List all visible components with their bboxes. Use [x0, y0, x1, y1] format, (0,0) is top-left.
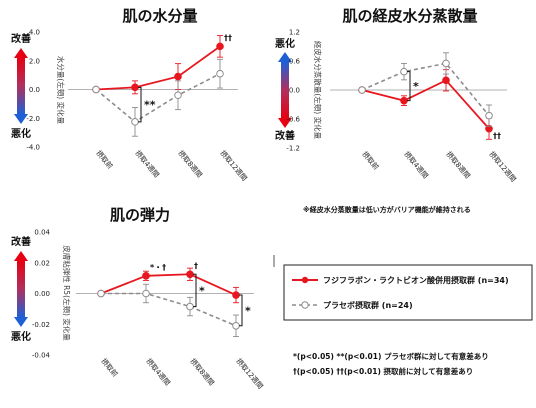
- y-tick-label: 0.02: [34, 259, 50, 267]
- y-tick-label: -1.2: [286, 145, 300, 153]
- y-tick-label: 0.00: [34, 290, 50, 298]
- improve-label: 改善: [275, 129, 295, 142]
- y-tick-label: -0.6: [286, 116, 300, 124]
- legend-marker-open: [301, 301, 309, 309]
- x-tick-label: 摂取4週間: [144, 357, 172, 388]
- data-point-placebo: [485, 111, 493, 120]
- x-tick-label: 摂取8週間: [188, 357, 216, 388]
- chart-title: 肌の弾力: [110, 206, 170, 224]
- improve-arrow: [14, 48, 28, 124]
- x-tick-label: 摂取前: [99, 357, 119, 379]
- x-tick-label: 摂取12週間: [218, 149, 249, 183]
- data-point-treatment: [131, 83, 139, 92]
- legend-box: [283, 264, 533, 321]
- chart-elasticity: 肌の弾力 改善 悪化 皮膚粘弾性 R5(左頬) 変化量 0.04 0.02 0.00…: [11, 206, 265, 391]
- y-tick-label: 0.6: [289, 58, 301, 66]
- x-tick-label: 摂取12週間: [487, 150, 518, 184]
- legend: フジフラボン・ラクトビオン酸併用摂取群 (n=34) プラセボ摂取群 (n=24…: [283, 264, 533, 321]
- y-tick-label: 1.2: [289, 29, 300, 37]
- significance-mark: **: [144, 99, 156, 112]
- significance-bracket: [138, 86, 142, 123]
- y-tick-label: -2.0: [26, 115, 40, 123]
- y-tick-label: 0.0: [289, 87, 300, 95]
- data-point-placebo: [142, 289, 150, 298]
- data-point-treatment: [174, 72, 182, 81]
- series-line-placebo: [101, 292, 237, 327]
- data-point-treatment: [142, 272, 150, 280]
- data-point-treatment: [186, 270, 194, 279]
- chart-title: 肌の経皮水分蒸散量: [342, 7, 477, 25]
- data-point-treatment: [400, 96, 408, 105]
- legend-marker-filled: [301, 276, 309, 284]
- footnote-vs-baseline: †(p<0.05) ††(p<0.01) 摂取前に対して有意差あり: [293, 366, 473, 376]
- significance-mark: ††: [224, 33, 232, 42]
- data-point-placebo: [400, 67, 408, 76]
- y-axis-label: 皮膚粘弾性 R5(左頬) 変化量: [62, 245, 72, 341]
- y-tick-label: 4.0: [29, 29, 40, 37]
- chart-title: 肌の水分量: [122, 7, 197, 25]
- improve-label: 改善: [11, 32, 31, 45]
- chart-tewl: 肌の経皮水分蒸散量 悪化 改善 経皮水分蒸散量(左頬) 変化量 1.2 0.6 0.…: [275, 7, 518, 214]
- significance-bracket: [239, 294, 243, 327]
- data-point-placebo: [174, 91, 182, 100]
- y-tick-label: 2.0: [29, 57, 40, 65]
- x-tick-label: 摂取前: [94, 149, 114, 171]
- y-tick-label: -0.02: [32, 321, 50, 329]
- y-tick-label: -4.0: [26, 144, 40, 152]
- improve-label: 改善: [11, 235, 31, 248]
- x-tick-label: 摂取12週間: [234, 357, 265, 391]
- significance-mark: *・†: [150, 263, 166, 272]
- legend-item-treatment: フジフラボン・ラクトビオン酸併用摂取群 (n=34): [292, 275, 509, 285]
- chart-note: ※経皮水分蒸散量は低い方がバリア機能が維持される: [303, 205, 471, 214]
- footnote-vs-placebo: *(p<0.05) **(p<0.01) プラセボ群に対して有意差あり: [293, 351, 489, 361]
- data-point-placebo: [97, 289, 105, 298]
- significance-bracket: [193, 273, 197, 308]
- x-tick-label: 摂取4週間: [402, 150, 430, 181]
- worsen-label: 悪化: [11, 127, 31, 140]
- x-tick-label: 摂取前: [360, 150, 380, 172]
- y-tick-label: 0.04: [34, 229, 50, 237]
- significance-mark: *: [199, 284, 205, 297]
- significance-mark: *: [245, 304, 251, 317]
- legend-label-treatment: フジフラボン・ラクトビオン酸併用摂取群 (n=34): [323, 275, 509, 285]
- data-point-placebo: [186, 302, 194, 311]
- x-tick-label: 摂取8週間: [176, 149, 204, 180]
- data-point-placebo: [131, 118, 139, 126]
- significance-bracket: [407, 71, 411, 102]
- series-line-treatment: [361, 79, 490, 130]
- series-line-placebo: [361, 62, 490, 117]
- y-axis-label: 水分量(左頬) 変化量: [56, 56, 66, 125]
- chart-moisture: 肌の水分量 改善 悪化 水分量(左頬) 変化量 4.0 2.0 0.0 -2.0 -4.…: [11, 7, 249, 183]
- data-point-placebo: [92, 85, 100, 94]
- significance-mark: *: [413, 80, 419, 93]
- x-tick-label: 摂取8週間: [444, 150, 472, 181]
- y-tick-label: -0.04: [32, 352, 51, 360]
- worsen-label: 悪化: [11, 330, 31, 343]
- worsen-arrow: [278, 52, 292, 128]
- legend-item-placebo: プラセボ摂取群 (n=24): [292, 300, 413, 310]
- x-tick-label: 摂取4週間: [133, 149, 161, 180]
- series-line-treatment: [100, 273, 237, 296]
- significance-mark: ††: [493, 132, 501, 141]
- data-point-placebo: [442, 59, 450, 68]
- significance-mark: †: [194, 261, 198, 270]
- data-point-treatment: [216, 42, 224, 51]
- legend-label-placebo: プラセボ摂取群 (n=24): [323, 300, 413, 310]
- data-point-placebo: [358, 86, 366, 94]
- y-tick-label: 0.0: [29, 86, 40, 94]
- series-line-treatment: [95, 45, 221, 91]
- y-axis-label: 経皮水分蒸散量(左頬) 変化量: [313, 41, 323, 140]
- data-point-treatment: [232, 291, 240, 299]
- data-point-placebo: [232, 321, 240, 330]
- data-point-placebo: [216, 69, 224, 78]
- worsen-label: 悪化: [275, 37, 295, 50]
- improve-arrow: [14, 251, 28, 327]
- data-point-treatment: [442, 76, 450, 85]
